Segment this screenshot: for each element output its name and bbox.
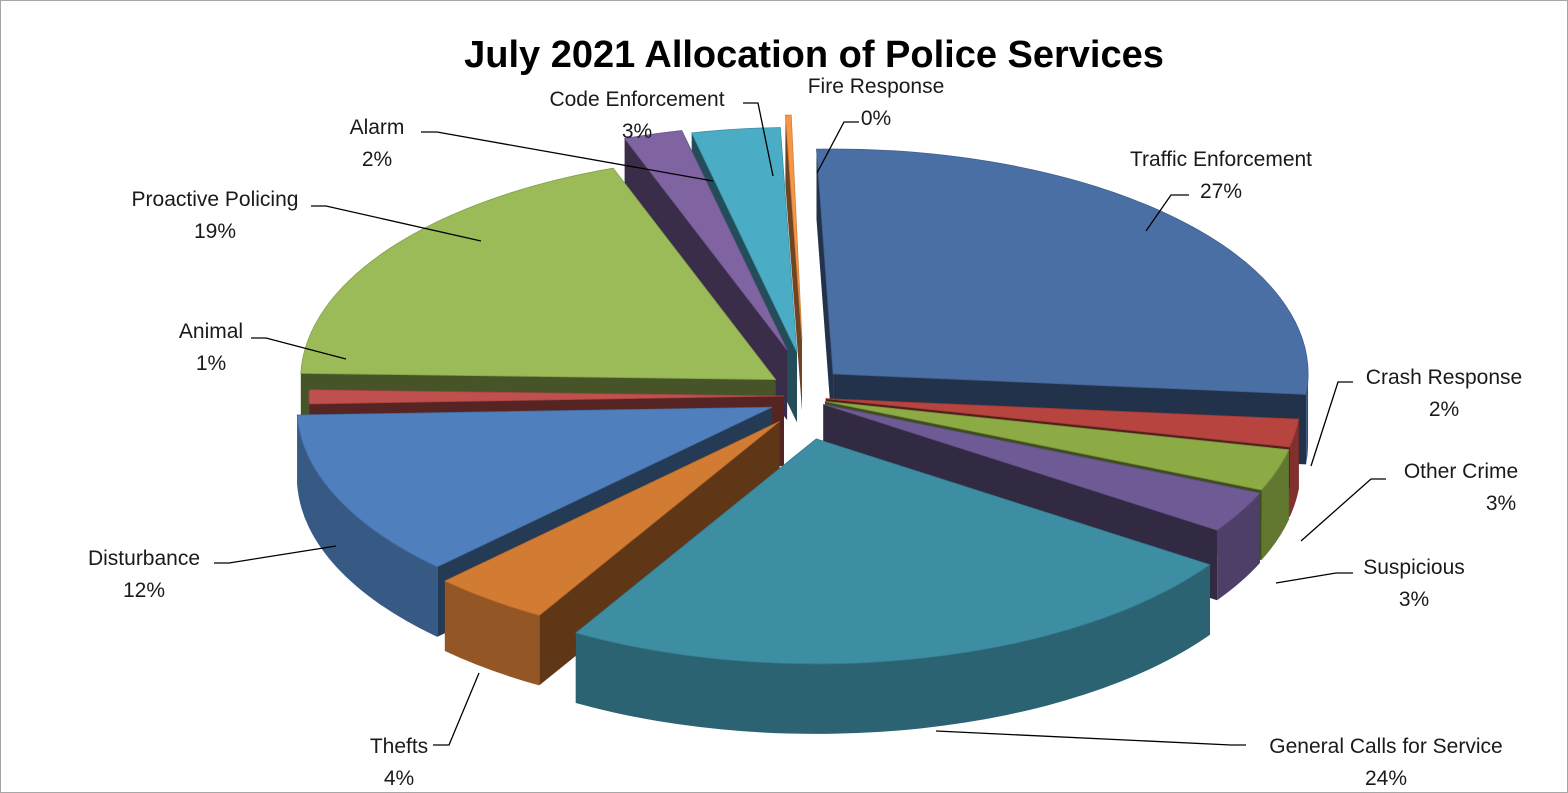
leader-suspicious — [1275, 572, 1353, 584]
leader-crash-response — [1310, 381, 1353, 467]
slice-value-disturbance: 12% — [123, 579, 165, 602]
slice-label-code-enforcement: Code Enforcement — [549, 88, 724, 111]
leader-lines — [214, 102, 1386, 746]
leader-disturbance — [214, 545, 337, 564]
slice-label-suspicious: Suspicious — [1363, 556, 1465, 579]
slice-value-suspicious: 3% — [1399, 588, 1429, 611]
leader-thefts — [433, 672, 480, 746]
leader-code-enforcement — [743, 102, 774, 177]
slice-value-alarm: 2% — [362, 148, 392, 171]
pie-slices — [296, 114, 1309, 734]
slice-label-traffic-enforcement: Traffic Enforcement — [1130, 148, 1312, 171]
chart-title: July 2021 Allocation of Police Services — [464, 34, 1164, 76]
leader-traffic-enforcement — [1145, 194, 1189, 232]
slice-value-animal: 1% — [196, 352, 226, 375]
slice-value-general-calls-for-service: 24% — [1365, 767, 1407, 790]
leader-general-calls-for-service — [935, 730, 1246, 746]
slice-label-fire-response: Fire Response — [808, 75, 945, 98]
slice-label-proactive-policing: Proactive Policing — [132, 188, 299, 211]
slice-value-other-crime: 3% — [1486, 492, 1516, 515]
slice-labels: Traffic Enforcement 27% Crash Response 2% Ot… — [88, 75, 1522, 790]
slice-label-disturbance: Disturbance — [88, 547, 200, 570]
slice-value-code-enforcement: 3% — [622, 120, 652, 143]
leader-alarm — [421, 131, 714, 182]
slice-fire-response — [784, 114, 803, 411]
leader-proactive-policing — [311, 205, 482, 242]
slice-value-crash-response: 2% — [1429, 398, 1459, 421]
slice-label-other-crime: Other Crime — [1404, 460, 1518, 483]
slice-value-thefts: 4% — [384, 767, 414, 790]
slice-value-fire-response: 0% — [861, 107, 891, 130]
slice-label-thefts: Thefts — [370, 735, 428, 758]
slice-label-animal: Animal — [179, 320, 243, 343]
leader-other-crime — [1300, 478, 1386, 542]
slice-value-traffic-enforcement: 27% — [1200, 180, 1242, 203]
leader-fire-response — [816, 121, 859, 174]
slice-label-general-calls-for-service: General Calls for Service — [1269, 735, 1502, 758]
slice-general-calls-for-service — [574, 438, 1211, 734]
slice-label-crash-response: Crash Response — [1366, 366, 1522, 389]
slice-value-proactive-policing: 19% — [194, 220, 236, 243]
leader-animal — [251, 337, 347, 360]
slice-label-alarm: Alarm — [350, 116, 405, 139]
